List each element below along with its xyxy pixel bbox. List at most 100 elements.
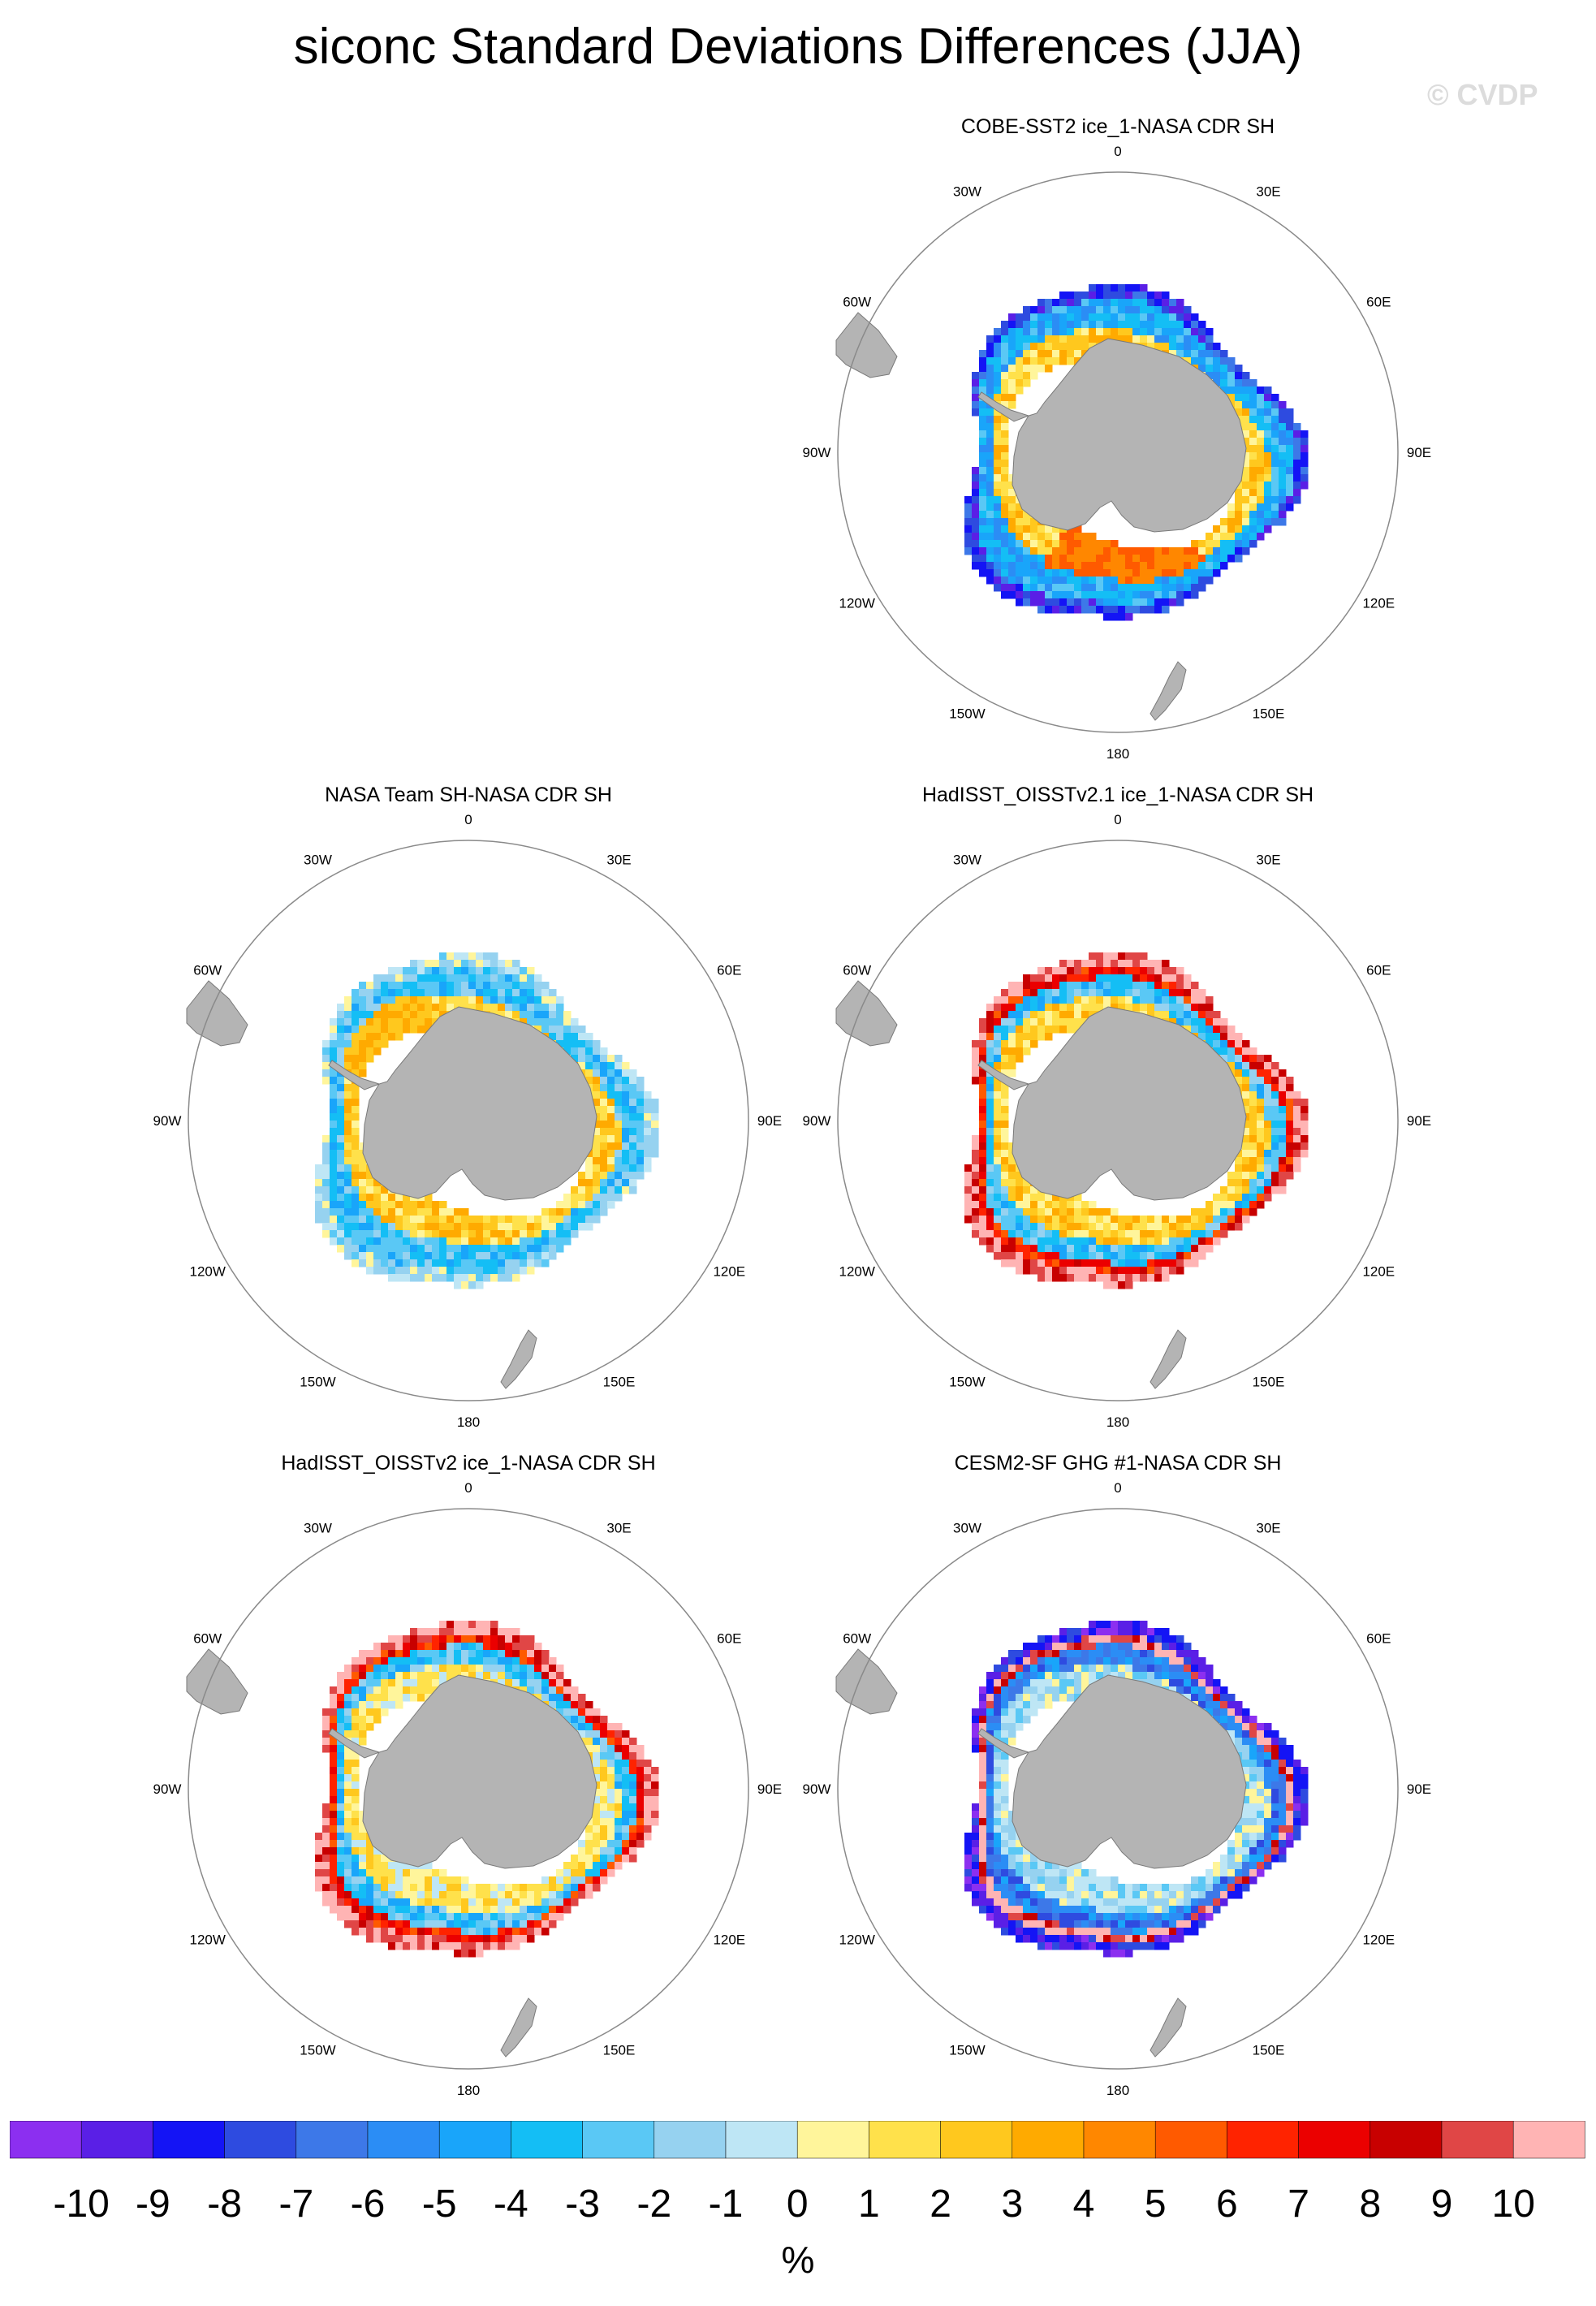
heatmap-cell: [395, 989, 403, 997]
heatmap-cell: [446, 1657, 455, 1665]
heatmap-cell: [1023, 1869, 1031, 1877]
heatmap-cell: [1198, 343, 1206, 351]
heatmap-cell: [615, 1069, 623, 1077]
heatmap-cell: [395, 1274, 403, 1282]
heatmap-cell: [1140, 1657, 1148, 1665]
heatmap-cell: [1257, 401, 1265, 409]
heatmap-cell: [1279, 467, 1287, 475]
heatmap-cell: [1140, 1643, 1148, 1651]
heatmap-cell: [1081, 1665, 1089, 1673]
heatmap-cell: [1264, 1840, 1272, 1848]
heatmap-cell: [1103, 982, 1111, 990]
heatmap-cell: [483, 1906, 491, 1914]
heatmap-cell: [1059, 313, 1068, 322]
heatmap-cell: [1242, 1825, 1250, 1833]
heatmap-cell: [556, 996, 564, 1004]
heatmap-cell: [986, 1803, 994, 1812]
heatmap-cell: [417, 1223, 425, 1231]
heatmap-cell: [979, 1891, 987, 1899]
heatmap-cell: [527, 1230, 535, 1238]
heatmap-cell: [534, 1898, 542, 1907]
heatmap-cell: [388, 1862, 396, 1870]
heatmap-cell: [644, 1811, 652, 1819]
heatmap-cell: [505, 1259, 513, 1267]
heatmap-cell: [1037, 1018, 1046, 1026]
heatmap-cell: [600, 1855, 608, 1863]
heatmap-cell: [1162, 576, 1170, 585]
heatmap-cell: [979, 1208, 987, 1216]
heatmap-cell: [490, 1267, 498, 1275]
heatmap-cell: [337, 1781, 345, 1790]
heatmap-cell: [600, 1862, 608, 1870]
heatmap-cell: [446, 967, 455, 975]
heatmap-cell: [468, 1657, 477, 1665]
longitude-label: 60W: [193, 963, 222, 978]
heatmap-cell: [1140, 591, 1148, 599]
heatmap-cell: [344, 1201, 352, 1209]
heatmap-cell: [366, 1011, 374, 1019]
heatmap-cell: [505, 1891, 513, 1899]
heatmap-cell: [352, 1194, 360, 1202]
heatmap-cell: [644, 1789, 652, 1797]
heatmap-cell: [972, 1055, 980, 1063]
heatmap-cell: [1271, 408, 1279, 417]
heatmap-cell: [1111, 960, 1119, 968]
heatmap-cell: [1008, 1723, 1016, 1731]
heatmap-cell: [1220, 386, 1228, 395]
heatmap-cell: [432, 1252, 440, 1260]
heatmap-cell: [1016, 1194, 1024, 1202]
heatmap-cell: [322, 1172, 330, 1180]
heatmap-cell: [979, 1128, 987, 1136]
heatmap-cell: [1286, 1796, 1294, 1804]
heatmap-cell: [636, 1106, 645, 1114]
heatmap-cell: [483, 1898, 491, 1907]
heatmap-cell: [1001, 328, 1009, 336]
heatmap-cell: [1162, 989, 1170, 997]
heatmap-cell: [1052, 1004, 1060, 1012]
heatmap-cell: [1132, 974, 1141, 982]
heatmap-cell: [1169, 1686, 1177, 1695]
heatmap-cell: [1059, 1665, 1068, 1673]
heatmap-cell: [1279, 474, 1287, 482]
heatmap-cell: [1096, 1657, 1104, 1665]
heatmap-cell: [1286, 1099, 1294, 1107]
heatmap-cell: [344, 1752, 352, 1760]
heatmap-cell: [541, 1223, 550, 1231]
heatmap-cell: [359, 1179, 367, 1187]
heatmap-cell: [972, 1745, 980, 1753]
heatmap-cell: [1249, 1084, 1257, 1092]
heatmap-cell: [1293, 1135, 1301, 1143]
heatmap-cell: [490, 1245, 498, 1253]
heatmap-cell: [446, 1665, 455, 1673]
heatmap-cell: [330, 1891, 338, 1899]
heatmap-cell: [1001, 1686, 1009, 1695]
heatmap-cell: [373, 1194, 382, 1202]
heatmap-cell: [1271, 1099, 1279, 1107]
heatmap-cell: [330, 1216, 338, 1224]
heatmap-cell: [563, 1876, 572, 1885]
heatmap-cell: [972, 1730, 980, 1738]
heatmap-cell: [425, 1216, 433, 1224]
heatmap-cell: [373, 1208, 382, 1216]
heatmap-cell: [505, 960, 513, 968]
heatmap-cell: [629, 1150, 637, 1158]
heatmap-cell: [1286, 445, 1294, 453]
heatmap-cell: [1118, 598, 1126, 607]
heatmap-cell: [994, 1011, 1002, 1019]
heatmap-cell: [1096, 989, 1104, 997]
heatmap-cell: [454, 1230, 462, 1238]
heatmap-cell: [454, 1252, 462, 1260]
heatmap-cell: [520, 1223, 528, 1231]
heatmap-cell: [1249, 1716, 1257, 1724]
heatmap-cell: [1162, 1237, 1170, 1246]
map-panel-hadisst-v2: HadISST_OISSTv2 ice_1-NASA CDR SH 0 30E 60…: [111, 1450, 826, 2100]
heatmap-cell: [1008, 1855, 1016, 1863]
heatmap-cell: [1045, 974, 1053, 982]
heatmap-cell: [1023, 555, 1031, 563]
heatmap-cell: [1118, 1891, 1126, 1899]
heatmap-cell: [1257, 1062, 1265, 1070]
heatmap-cell: [1176, 1004, 1184, 1012]
heatmap-cell: [1103, 562, 1111, 570]
heatmap-cell: [1052, 555, 1060, 563]
heatmap-cell: [359, 1018, 367, 1026]
